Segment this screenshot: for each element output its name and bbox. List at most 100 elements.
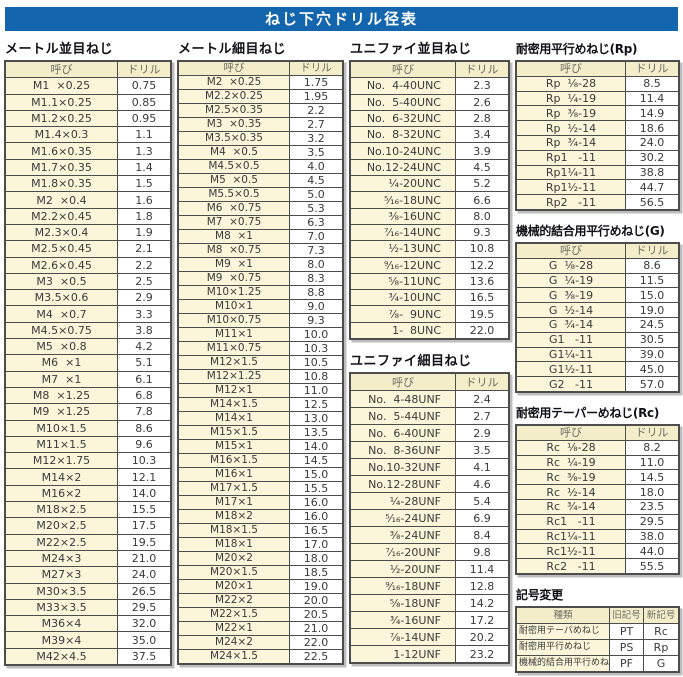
col-header-drill: ドリル [289, 60, 344, 76]
thread-name-cell: M14×2 [4, 468, 118, 486]
drill-value-cell: 20.5 [289, 607, 344, 622]
drill-value-cell: 4.5 [455, 158, 510, 177]
drill-value-cell: 15.5 [289, 481, 344, 496]
table-row: M24×1.5 22.5 [177, 649, 344, 665]
table-row: M20×1.5 18.5 [177, 565, 344, 580]
thread-name-cell: M2.2×0.45 [4, 207, 118, 225]
thread-name-cell: M16×1 [177, 467, 290, 482]
thread-name-cell: G ³⁄₄-14 [515, 316, 626, 333]
thread-name-cell: ¹⁄₂-13UNC [349, 240, 456, 258]
col-header-drill: ドリル [117, 60, 172, 79]
thread-name-cell: M22×1.5 [177, 607, 290, 622]
symbol-change-table: 種類 旧記号 新記号 耐密用テーパめねじ PT Rc 耐密用平行めねじ PS Rp 機械的結… [515, 605, 680, 673]
drill-value-cell: 1.75 [289, 75, 344, 90]
thread-name-cell: ⁷⁄₈-14UNF [349, 628, 456, 647]
thread-name-cell: M7 ×0.75 [177, 215, 290, 230]
thread-name-cell: ⁵⁄₁₆-24UNF [349, 509, 456, 528]
col-header-drill: ドリル [625, 60, 680, 77]
drill-value-cell: G [643, 654, 680, 673]
thread-name-cell: Rp ³⁄₄-14 [515, 134, 626, 151]
thread-name-cell: M3 ×0.5 [4, 272, 118, 291]
section-title: ユニファイ並目ねじ [350, 42, 472, 57]
drill-value-cell: 6.8 [117, 386, 172, 405]
drill-value-cell: 4.1 [455, 458, 510, 477]
drill-value-cell: 9.3 [289, 313, 344, 328]
drill-value-cell: 11.0 [625, 454, 680, 471]
table-row: M9 ×1.25 7.8 [4, 403, 172, 421]
table-row: M39×4 35.0 [4, 631, 172, 649]
table-row: M18×1.5 16.5 [177, 523, 344, 538]
table-row: M20×2.5 17.5 [4, 517, 172, 535]
thread-name-cell: M12×1.5 [177, 355, 290, 370]
thread-name-cell: M2.3×0.4 [4, 223, 118, 242]
drill-value-cell: 11.4 [455, 560, 510, 579]
thread-name-cell: M6 ×1 [4, 354, 118, 372]
drill-value-cell: Rp [643, 638, 680, 656]
table-row: M1 ×0.25 0.75 [4, 77, 172, 95]
drill-value-cell: 6.3 [289, 215, 344, 230]
thread-name-cell: 耐密用平行めねじ [515, 638, 610, 656]
drill-value-cell: 14.9 [625, 105, 680, 122]
drill-value-cell: 21.0 [289, 621, 344, 636]
col-header-drill: ドリル [625, 242, 680, 259]
thread-name-cell: M17×1 [177, 495, 290, 510]
drill-value-cell: 2.4 [455, 390, 510, 409]
drill-value-cell: 4.5 [289, 173, 344, 188]
drill-value-cell: 1.5 [117, 175, 172, 193]
drill-value-cell: 16.0 [289, 509, 344, 524]
table-row: G ¹⁄₈-28 8.6 [515, 257, 680, 274]
table-row: ¹⁄₂-20UNF 11.4 [349, 560, 510, 579]
thread-name-cell: M4.5×0.75 [4, 321, 118, 340]
thread-name-cell: M9 ×1 [177, 257, 290, 272]
thread-name-cell: M22×2.5 [4, 533, 118, 551]
drill-value-cell: 30.2 [625, 149, 680, 166]
table-row: M22×2 20.0 [177, 593, 344, 608]
thread-name-cell: M11×0.75 [177, 341, 290, 356]
table-row: M22×1 21.0 [177, 621, 344, 636]
thread-name-cell: M8 ×1 [177, 229, 290, 244]
table-row: M3 ×0.5 2.5 [4, 272, 172, 291]
drill-value-cell: 6.6 [455, 191, 510, 209]
table-row: No. 6-32UNC 2.8 [349, 109, 510, 128]
thread-name-cell: M1.1×0.25 [4, 93, 118, 111]
drill-value-cell: 3.9 [455, 142, 510, 160]
table-row: No. 6-40UNF 2.9 [349, 424, 510, 443]
thread-name-cell: M2.2×0.25 [177, 89, 290, 104]
drill-value-cell: 17.2 [455, 611, 510, 630]
drill-value-cell: 7.8 [117, 403, 172, 421]
table-row: M8 ×1.25 6.8 [4, 386, 172, 405]
thread-name-cell: No. 8-36UNF [349, 441, 456, 460]
drill-value-cell: 21.0 [117, 549, 172, 568]
drill-value-cell: 3.5 [289, 145, 344, 160]
thread-name-cell: No. 4-40UNC [349, 77, 456, 95]
thread-name-cell: M18×1.5 [177, 523, 290, 538]
drill-value-cell: 15.0 [625, 287, 680, 304]
thread-name-cell: G1¹⁄₂-11 [515, 361, 626, 378]
col-header-drill: ドリル [455, 60, 510, 79]
section-metric-coarse: メートル並目ねじ 呼び ドリル M1 ×0.25 0.75 M1.1×0.25 0.8… [4, 41, 172, 666]
thread-name-cell: M8 ×1.25 [4, 386, 118, 405]
thread-name-cell: M4 ×0.7 [4, 305, 118, 323]
table-row: No.12-24UNC 4.5 [349, 158, 510, 177]
table-row: ⁷⁄₈-14UNF 20.2 [349, 628, 510, 647]
table-row: No. 4-40UNC 2.3 [349, 77, 510, 95]
thread-name-cell: 1-12UNF [349, 645, 456, 664]
column-pipe-threads: 耐密用平行めねじ(Rp) 呼び ドリル Rp ¹⁄₈-28 8.5 Rp ¹⁄₄-1… [515, 41, 680, 673]
thread-name-cell: Rp ¹⁄₈-28 [515, 75, 626, 92]
thread-name-cell: Rc2 -11 [515, 558, 626, 575]
header-row: 呼び ドリル [349, 372, 510, 392]
thread-name-cell: No.10-24UNC [349, 142, 456, 160]
thread-name-cell: G2 -11 [515, 376, 626, 393]
table-row: M33×3.5 29.5 [4, 598, 172, 617]
drill-value-cell: 12.8 [455, 577, 510, 596]
drill-value-cell: 24.5 [625, 316, 680, 333]
thread-name-cell: G ³⁄₈-19 [515, 287, 626, 304]
section-title: 記号変更 [516, 587, 563, 602]
section-rc: 耐密用テーパーめねじ(Rc) 呼び ドリル Rc ¹⁄₈-28 8.2 Rc ¹⁄₄… [515, 405, 680, 575]
drill-value-cell: 14.2 [455, 594, 510, 613]
table-row: ⁷⁄₁₆-14UNC 9.3 [349, 223, 510, 242]
table-row: ³⁄₄-16UNF 17.2 [349, 611, 510, 630]
thread-name-cell: M22×1 [177, 621, 290, 636]
drill-value-cell: 2.7 [455, 407, 510, 426]
drill-value-cell: 32.0 [117, 615, 172, 633]
